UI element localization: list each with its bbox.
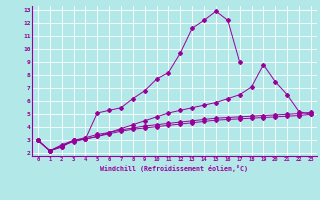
X-axis label: Windchill (Refroidissement éolien,°C): Windchill (Refroidissement éolien,°C) [100, 165, 248, 172]
